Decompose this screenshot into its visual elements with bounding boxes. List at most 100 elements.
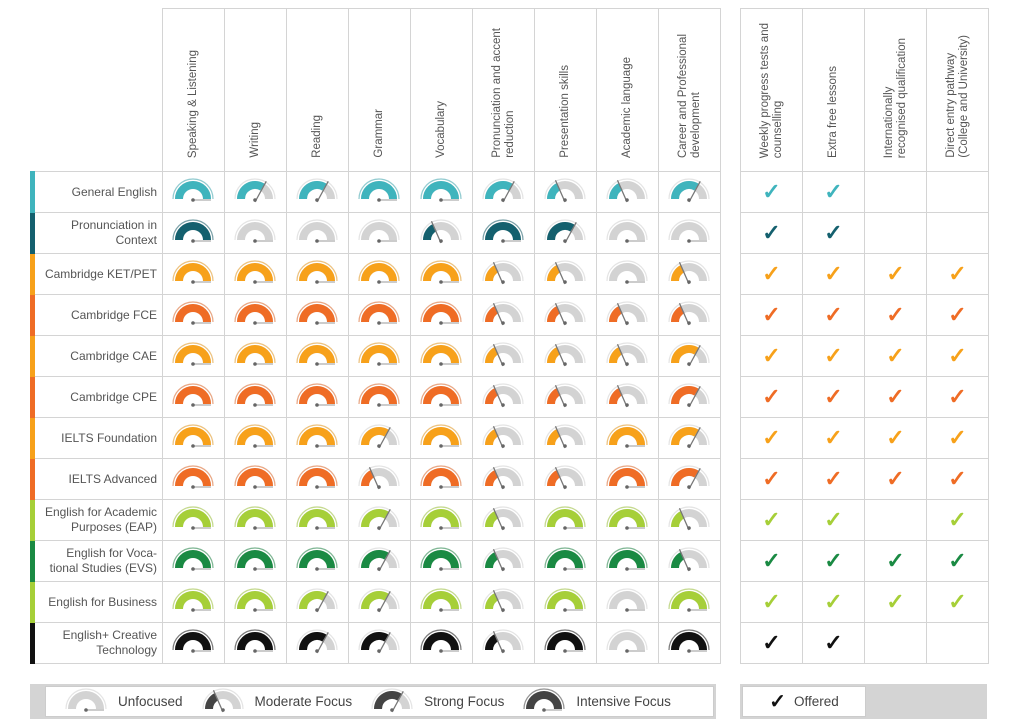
skill-header-label: Speaking & Listening	[187, 49, 199, 158]
feature-cell: ✓	[926, 458, 989, 500]
focus-gauge-cell	[472, 458, 535, 500]
gauge-icon	[543, 177, 589, 208]
gauge-icon	[357, 341, 403, 372]
feature-row: ✓ ✓ ✓ ✓	[740, 540, 989, 582]
offered-label: Offered	[793, 694, 839, 709]
focus-gauge-cell	[286, 417, 349, 459]
course-name: Cambridge KET/PET	[30, 253, 163, 295]
check-icon: ✓	[824, 179, 843, 204]
skill-header: Grammar	[348, 8, 411, 172]
gauge-icon	[357, 218, 403, 249]
course-name: Pronunciation in Context	[30, 212, 163, 254]
feature-cell: ✓	[740, 458, 803, 500]
gauge-icon	[295, 587, 341, 618]
skills-focus-table: Speaking & Listening Writing Reading Gramma…	[30, 8, 721, 664]
focus-gauge-cell	[162, 540, 225, 582]
gauge-icon	[667, 259, 713, 290]
feature-cell: ✓	[740, 417, 803, 459]
focus-gauge-cell	[472, 417, 535, 459]
feature-cell: ✓	[802, 622, 865, 664]
focus-legend: Unfocused Moderate Focus Strong Focus Inten…	[30, 684, 716, 719]
gauge-icon	[419, 546, 465, 577]
focus-gauge-cell	[658, 622, 721, 664]
check-icon: ✓	[824, 548, 843, 573]
course-name: IELTS Foundation	[30, 417, 163, 459]
gauge-icon	[171, 423, 217, 454]
feature-row: ✓ ✓ ✓ ✓	[740, 294, 989, 336]
focus-gauge-cell	[348, 540, 411, 582]
gauge-icon	[295, 628, 341, 659]
feature-cell: ✓	[802, 212, 865, 254]
gauge-icon	[295, 300, 341, 331]
focus-gauge-cell	[596, 376, 659, 418]
feature-row: ✓ ✓ ✓ ✓	[740, 417, 989, 459]
feature-cell: ✓	[740, 171, 803, 213]
gauge-icon	[171, 464, 217, 495]
focus-gauge-cell	[658, 499, 721, 541]
course-name: Cambridge CPE	[30, 376, 163, 418]
course-row: Cambridge CPE	[30, 376, 721, 418]
check-icon: ✓	[762, 507, 781, 532]
gauge-icon	[233, 464, 279, 495]
gauge-icon	[522, 686, 576, 717]
focus-gauge-cell	[410, 376, 473, 418]
focus-gauge-cell	[596, 581, 659, 623]
check-icon: ✓	[762, 384, 781, 409]
gauge-icon	[233, 341, 279, 372]
gauge-icon	[357, 464, 403, 495]
feature-header-label: Extra free lessons	[827, 65, 839, 158]
focus-gauge-cell	[658, 581, 721, 623]
focus-gauge-cell	[596, 540, 659, 582]
gauge-icon	[171, 259, 217, 290]
feature-cell: ✓	[802, 499, 865, 541]
gauge-icon	[543, 628, 589, 659]
feature-cell: ✓	[802, 417, 865, 459]
focus-gauge-cell	[410, 294, 473, 336]
focus-gauge-cell	[472, 581, 535, 623]
check-icon: ✓	[886, 302, 905, 327]
check-icon: ✓	[762, 548, 781, 573]
check-icon: ✓	[824, 384, 843, 409]
focus-gauge-cell	[410, 622, 473, 664]
check-icon: ✓	[824, 466, 843, 491]
skill-header-label: Career and Professional development	[676, 33, 702, 158]
legend-item: Unfocused	[64, 686, 183, 717]
skill-header-label: Writing	[249, 122, 261, 158]
gauge-icon	[233, 546, 279, 577]
feature-cell	[864, 622, 927, 664]
gauge-icon	[543, 259, 589, 290]
focus-gauge-cell	[162, 171, 225, 213]
feature-cell: ✓	[926, 417, 989, 459]
feature-cell: ✓	[740, 376, 803, 418]
gauge-icon	[357, 177, 403, 208]
legend-label: Unfocused	[118, 694, 183, 709]
gauge-icon	[357, 505, 403, 536]
gauge-icon	[605, 423, 651, 454]
feature-header: Extra free lessons	[802, 8, 865, 172]
skill-header: Speaking & Listening	[162, 8, 225, 172]
course-name: Cambridge CAE	[30, 335, 163, 377]
gauge-icon	[233, 628, 279, 659]
focus-gauge-cell	[534, 622, 597, 664]
feature-cell: ✓	[740, 253, 803, 295]
focus-gauge-cell	[596, 212, 659, 254]
check-icon: ✓	[948, 302, 967, 327]
gauge-icon	[481, 505, 527, 536]
feature-cell: ✓	[740, 335, 803, 377]
gauge-icon	[419, 382, 465, 413]
gauge-icon	[419, 628, 465, 659]
skill-header-label: Presentation skills	[559, 65, 571, 158]
skill-header: Reading	[286, 8, 349, 172]
skill-header: Presentation skills	[534, 8, 597, 172]
gauge-icon	[605, 259, 651, 290]
feature-cell: ✓	[740, 294, 803, 336]
focus-gauge-cell	[224, 417, 287, 459]
focus-gauge-cell	[658, 540, 721, 582]
course-name: English for Voca- tional Studies (EVS)	[30, 540, 163, 582]
legend-label: Intensive Focus	[576, 694, 671, 709]
gauge-icon	[605, 464, 651, 495]
gauge-icon	[605, 628, 651, 659]
feature-cell: ✓	[802, 335, 865, 377]
feature-row: ✓ ✓	[740, 622, 989, 664]
